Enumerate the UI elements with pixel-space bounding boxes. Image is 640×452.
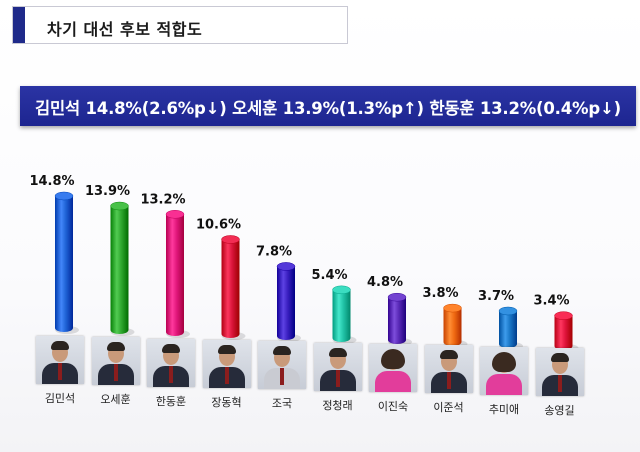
bar-송영길: [554, 311, 579, 352]
candidate-photo-장동혁: [202, 340, 251, 388]
bar-body: [166, 214, 184, 336]
value-label-정청래: 5.4%: [311, 268, 347, 283]
value-label-장동혁: 10.6%: [196, 217, 241, 232]
candidate-name-조국: 조국: [271, 397, 293, 411]
candidate-name-정청래: 정청래: [322, 398, 353, 412]
summary-banner-text: 김민석 14.8%(2.6%p↓) 오세훈 13.9%(1.3%p↑) 한동훈 …: [35, 99, 621, 118]
value-label-이진숙: 4.8%: [367, 275, 403, 290]
value-label-김민석: 14.8%: [29, 174, 74, 189]
candidate-photo-오세훈: [91, 337, 140, 386]
candidate-photo-정청래: [313, 342, 362, 391]
bar-오세훈: [110, 201, 135, 336]
bar-cap: [165, 210, 185, 219]
candidate-photo-김민석: [36, 336, 84, 384]
value-label-한동훈: 13.2%: [140, 192, 185, 207]
bar-body: [277, 266, 295, 340]
candidate-photo-추미애: [480, 346, 528, 395]
bar-body: [499, 311, 517, 348]
candidate-name-이진숙: 이진숙: [377, 400, 409, 413]
bar-cap: [332, 285, 351, 295]
bar-cap: [387, 292, 407, 302]
candidate-name-이준석: 이준석: [433, 401, 464, 415]
bar-cap: [498, 306, 518, 316]
bar-body: [443, 308, 462, 346]
bar-cap: [54, 191, 74, 201]
value-label-조국: 7.8%: [256, 244, 292, 259]
value-label-이준석: 3.8%: [422, 286, 458, 301]
candidate-name-김민석: 김민석: [44, 392, 76, 405]
bar-cap: [554, 311, 573, 320]
bar-body: [110, 206, 129, 334]
bar-추미애: [498, 306, 523, 350]
bar-이준석: [443, 303, 468, 348]
candidate-name-장동혁: 장동혁: [211, 396, 242, 409]
value-label-송영길: 3.4%: [533, 294, 569, 309]
bar-body: [554, 315, 573, 350]
candidate-name-송영길: 송영길: [544, 404, 575, 417]
candidate-photo-한동훈: [147, 338, 195, 387]
bar-장동혁: [221, 235, 246, 340]
candidate-name-한동훈: 한동훈: [155, 394, 187, 408]
candidate-photo-조국: [258, 341, 306, 390]
candidate-photo-이준석: [424, 345, 473, 394]
title-box: 차기 대선 후보 적합도: [12, 6, 348, 44]
summary-banner: 김민석 14.8%(2.6%p↓) 오세훈 13.9%(1.3%p↑) 한동훈 …: [20, 86, 636, 126]
value-label-오세훈: 13.9%: [85, 184, 130, 199]
bar-조국: [276, 262, 301, 342]
candidate-name-추미애: 추미애: [488, 402, 520, 416]
page-title: 차기 대선 후보 적합도: [47, 20, 203, 39]
bar-body: [332, 289, 351, 342]
candidate-name-오세훈: 오세훈: [100, 393, 131, 407]
title-accent-bar: [13, 7, 25, 43]
bar-cap: [276, 262, 296, 271]
bar-cap: [443, 303, 462, 313]
bar-정청래: [332, 285, 357, 344]
bar-한동훈: [165, 210, 190, 338]
value-label-추미애: 3.7%: [478, 289, 514, 304]
candidate-photo-이진숙: [369, 344, 417, 392]
bar-body: [388, 297, 406, 344]
bar-이진숙: [387, 292, 412, 346]
bar-body: [221, 239, 240, 338]
bar-cap: [110, 201, 129, 211]
bar-body: [55, 196, 73, 332]
bar-김민석: [54, 191, 79, 334]
candidate-photo-송영길: [535, 348, 584, 396]
bar-cap: [221, 235, 240, 244]
